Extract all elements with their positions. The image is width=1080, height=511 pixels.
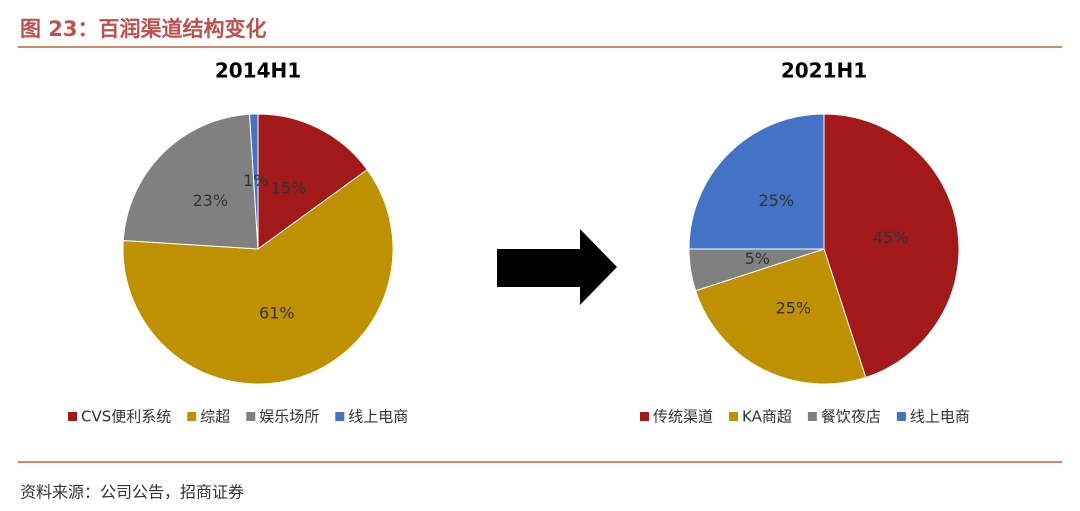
- legend-label: 综超: [200, 408, 230, 426]
- legend-swatch: [335, 412, 345, 421]
- legend-label: 线上电商: [348, 408, 408, 426]
- legend-swatch: [729, 412, 739, 421]
- legend-swatch: [246, 412, 256, 421]
- arrow: [497, 229, 617, 305]
- data-label: 5%: [745, 249, 770, 268]
- legend-label: 线上电商: [910, 408, 970, 426]
- pie-slice: [688, 113, 825, 250]
- pie-slice: [122, 168, 394, 385]
- legend-label: 餐饮夜店: [821, 408, 881, 426]
- legend-label: 娱乐场所: [259, 408, 319, 426]
- legend-swatch: [68, 412, 77, 421]
- pie-slice: [823, 113, 960, 379]
- pie-slice: [257, 113, 368, 250]
- figure-title: 图 23：百润渠道结构变化: [20, 17, 267, 41]
- pie-slice: [122, 113, 259, 250]
- data-label: 45%: [873, 228, 909, 247]
- legend-label: CVS便利系统: [81, 408, 171, 426]
- chart-title: 2014H1: [215, 59, 301, 83]
- legend-label: 传统渠道: [653, 408, 713, 426]
- data-label: 15%: [271, 178, 307, 197]
- legend-swatch: [807, 412, 817, 421]
- legend-swatch: [640, 412, 649, 421]
- pie-slice: [248, 113, 259, 250]
- data-label: 25%: [758, 191, 794, 210]
- legend-swatch: [187, 412, 197, 421]
- chart-title: 2021H1: [781, 59, 867, 83]
- data-label: 25%: [776, 299, 812, 318]
- data-label: 1%: [243, 171, 268, 190]
- data-label: 61%: [259, 303, 295, 322]
- data-label: 23%: [192, 191, 228, 210]
- legend-swatch: [896, 412, 906, 421]
- source-note: 资料来源：公司公告，招商证券: [20, 483, 244, 502]
- pie-slice: [694, 248, 867, 385]
- legend-label: KA商超: [742, 408, 792, 426]
